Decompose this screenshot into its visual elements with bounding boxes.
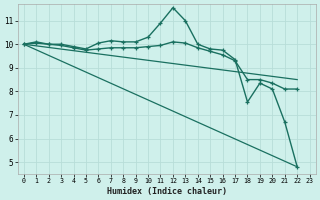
X-axis label: Humidex (Indice chaleur): Humidex (Indice chaleur) [107, 187, 227, 196]
